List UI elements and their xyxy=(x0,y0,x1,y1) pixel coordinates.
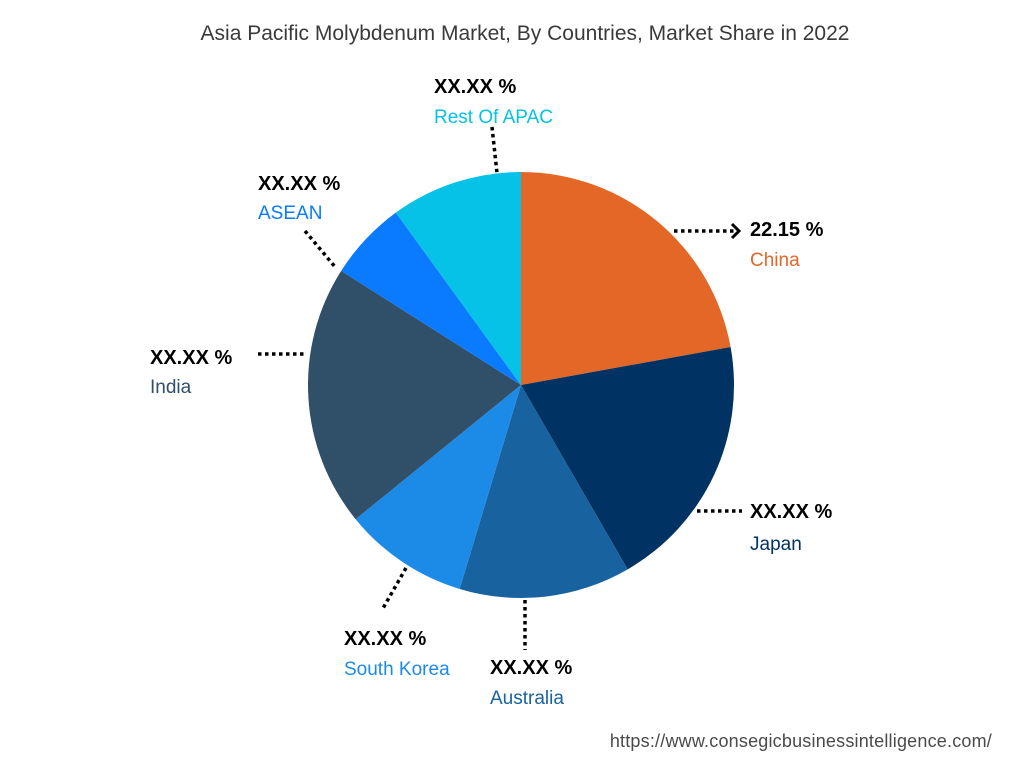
chart-title: Asia Pacific Molybdenum Market, By Count… xyxy=(200,22,850,45)
leader-line-rest-of-apac xyxy=(490,126,499,174)
value-label-rest-of-apac: XX.XX % xyxy=(434,76,516,98)
leader-line-asean xyxy=(303,229,338,270)
category-label-china: China xyxy=(750,250,800,271)
value-label-south-korea: XX.XX % xyxy=(344,628,426,650)
category-label-india: India xyxy=(150,377,192,398)
leader-lines xyxy=(258,126,742,650)
category-label-south-korea: South Korea xyxy=(344,659,450,680)
pie-slice-japan xyxy=(521,347,735,570)
pie-slice-south-korea xyxy=(355,385,521,589)
value-label-china: 22.15 % xyxy=(750,219,824,241)
pie-slice-australia xyxy=(459,385,628,598)
pie-slices xyxy=(308,172,735,598)
pie-slice-asean xyxy=(341,212,521,385)
category-label-australia: Australia xyxy=(490,688,564,709)
leader-arrow-china xyxy=(730,222,742,240)
pie-slice-rest-of-apac xyxy=(395,172,521,385)
pie-slice-india xyxy=(308,270,521,520)
pie-slice-china xyxy=(521,172,731,385)
leader-line-south-korea xyxy=(380,567,408,611)
value-label-asean: XX.XX % xyxy=(258,173,340,195)
source-url[interactable]: https://www.consegicbusinessintelligence… xyxy=(609,731,992,751)
slice-labels: 22.15 % China XX.XX % Japan XX.XX % Australia… xyxy=(150,76,832,709)
category-label-rest-of-apac: Rest Of APAC xyxy=(434,107,553,128)
value-label-japan: XX.XX % xyxy=(750,501,832,523)
category-label-asean: ASEAN xyxy=(258,203,322,224)
value-label-australia: XX.XX % xyxy=(490,657,572,679)
value-label-india: XX.XX % xyxy=(150,347,232,369)
category-label-japan: Japan xyxy=(750,534,802,555)
